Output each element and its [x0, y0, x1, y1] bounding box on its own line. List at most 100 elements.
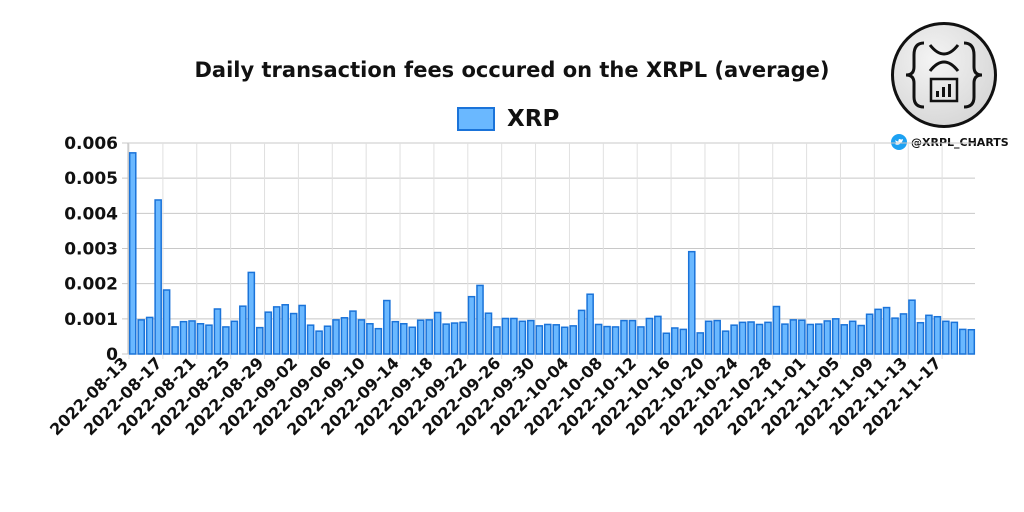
bar[interactable]: [645, 317, 654, 355]
bar[interactable]: [730, 324, 738, 355]
bar[interactable]: [662, 332, 671, 355]
bar[interactable]: [628, 319, 637, 355]
bar[interactable]: [958, 328, 967, 355]
bar[interactable]: [128, 152, 137, 355]
bar[interactable]: [857, 324, 865, 355]
bar[interactable]: [179, 320, 188, 355]
bar[interactable]: [213, 308, 222, 355]
bar[interactable]: [281, 304, 289, 355]
bar[interactable]: [916, 321, 925, 355]
bar[interactable]: [654, 315, 662, 355]
bar[interactable]: [171, 326, 179, 355]
bar[interactable]: [865, 313, 874, 355]
bar[interactable]: [721, 330, 730, 355]
twitter-handle[interactable]: @XRPL_CHARTS: [891, 134, 1009, 150]
bar[interactable]: [459, 321, 467, 355]
bar[interactable]: [815, 323, 823, 355]
bar[interactable]: [594, 323, 603, 355]
bar[interactable]: [222, 326, 230, 355]
bar[interactable]: [823, 320, 832, 355]
bar[interactable]: [315, 330, 323, 355]
bar[interactable]: [696, 332, 705, 355]
bar[interactable]: [891, 317, 899, 355]
bar[interactable]: [679, 328, 688, 355]
bar[interactable]: [806, 323, 815, 355]
bar[interactable]: [671, 327, 679, 355]
legend[interactable]: XRP: [457, 106, 559, 132]
bar[interactable]: [569, 325, 577, 355]
bar[interactable]: [484, 312, 493, 355]
bar[interactable]: [349, 310, 357, 355]
bar[interactable]: [942, 320, 950, 355]
bar[interactable]: [450, 322, 459, 355]
bar[interactable]: [899, 313, 908, 355]
bar[interactable]: [637, 326, 645, 355]
bar[interactable]: [738, 321, 747, 355]
bar[interactable]: [391, 320, 400, 355]
bar[interactable]: [433, 311, 442, 355]
bar[interactable]: [831, 318, 840, 355]
bar[interactable]: [476, 284, 484, 355]
bar[interactable]: [247, 271, 256, 355]
bar[interactable]: [772, 305, 781, 355]
bar[interactable]: [289, 312, 298, 355]
bar[interactable]: [467, 295, 476, 355]
bar[interactable]: [908, 299, 916, 355]
bar[interactable]: [416, 319, 425, 355]
bar[interactable]: [230, 320, 239, 355]
bar[interactable]: [713, 319, 721, 355]
bar[interactable]: [357, 319, 366, 355]
bar[interactable]: [264, 311, 273, 355]
bar[interactable]: [366, 323, 374, 355]
bar[interactable]: [383, 299, 391, 355]
bar[interactable]: [603, 325, 611, 355]
bar[interactable]: [781, 323, 789, 355]
bar[interactable]: [306, 324, 315, 355]
bar[interactable]: [374, 327, 383, 355]
bar[interactable]: [747, 321, 755, 355]
bar[interactable]: [967, 328, 976, 355]
bar[interactable]: [848, 320, 857, 355]
bar[interactable]: [882, 306, 891, 355]
bar[interactable]: [543, 323, 552, 355]
bar[interactable]: [552, 324, 561, 355]
bar[interactable]: [611, 326, 620, 355]
bar[interactable]: [577, 309, 586, 355]
bar[interactable]: [755, 323, 764, 355]
bar[interactable]: [154, 199, 162, 355]
bar[interactable]: [399, 323, 408, 355]
bar[interactable]: [145, 316, 154, 355]
bar[interactable]: [620, 319, 628, 355]
bar[interactable]: [501, 317, 510, 355]
bar[interactable]: [560, 326, 569, 355]
bar[interactable]: [764, 321, 772, 355]
bar[interactable]: [188, 320, 196, 355]
bar[interactable]: [493, 326, 501, 355]
bar[interactable]: [704, 320, 713, 355]
bar[interactable]: [162, 289, 171, 355]
bar[interactable]: [425, 319, 433, 355]
bar[interactable]: [527, 319, 535, 355]
bar[interactable]: [950, 321, 959, 355]
bar[interactable]: [239, 305, 247, 355]
bar[interactable]: [340, 317, 349, 355]
bar[interactable]: [332, 319, 340, 355]
bar[interactable]: [586, 293, 594, 355]
bar[interactable]: [205, 324, 213, 355]
bar[interactable]: [137, 319, 146, 355]
bar[interactable]: [408, 326, 417, 355]
bar[interactable]: [196, 323, 205, 355]
bar[interactable]: [298, 304, 306, 355]
bar[interactable]: [933, 315, 942, 355]
bar[interactable]: [323, 325, 332, 355]
bar[interactable]: [442, 323, 450, 355]
bar[interactable]: [272, 306, 281, 355]
bar[interactable]: [789, 319, 798, 355]
bar[interactable]: [925, 314, 933, 355]
bar[interactable]: [874, 308, 882, 355]
bar[interactable]: [510, 317, 518, 355]
bar[interactable]: [255, 326, 264, 355]
bar[interactable]: [840, 324, 849, 355]
bar[interactable]: [535, 325, 544, 355]
bar[interactable]: [687, 250, 696, 355]
